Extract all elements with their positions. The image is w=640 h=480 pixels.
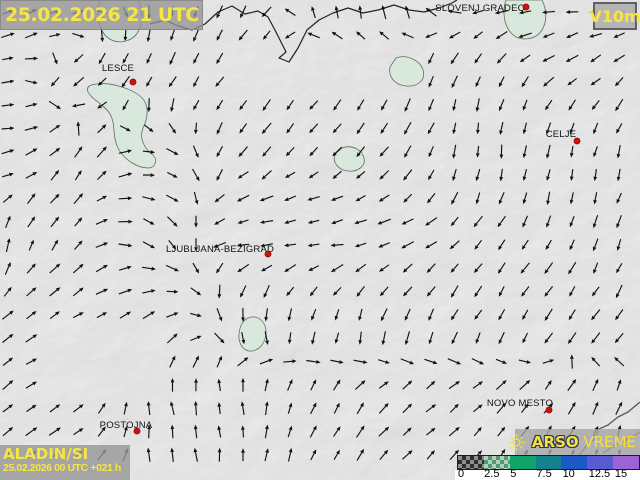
legend-tick: 15 xyxy=(614,468,628,480)
variable-box: V10m xyxy=(589,2,640,30)
city-dot xyxy=(522,3,530,11)
legend-segment xyxy=(613,456,640,469)
wind-speed-legend-bar xyxy=(457,455,640,470)
model-run-info: 25.02.2026 00 UTC +021 h xyxy=(3,462,121,474)
legend-tick: 12.5 xyxy=(588,468,611,480)
city-dot xyxy=(573,137,581,145)
valid-time-label: 25.02.2026 21 UTC xyxy=(5,4,199,26)
city-label: NOVO MESTO xyxy=(487,398,553,409)
arso-vreme-logo: ARSO VREME xyxy=(508,429,640,455)
model-name: ALADIN/SI xyxy=(3,445,89,463)
city-dot xyxy=(264,250,272,258)
sun-icon xyxy=(508,434,525,450)
legend-tick: 0 xyxy=(458,468,465,480)
legend-segment xyxy=(561,456,588,469)
legend-tick: 5 xyxy=(510,468,517,480)
city-label: SLOVENJ GRADEC xyxy=(435,3,524,14)
legend-tick: 2.5 xyxy=(484,468,500,480)
agency-name: ARSO xyxy=(531,433,579,451)
city-markers: LESCE SLOVENJ GRADEC CELJE LJUBLJANA-BEŽIGR… xyxy=(100,3,581,435)
legend-segment xyxy=(483,456,510,469)
valid-time-box: 25.02.2026 21 UTC xyxy=(0,0,203,30)
city-label: CELJE xyxy=(546,129,577,140)
legend-tick: 10 xyxy=(562,468,575,480)
legend-segment xyxy=(458,456,484,469)
legend-tick-labels: 0 2.5 5 7.5 10 12.5 15 xyxy=(455,468,640,480)
legend-segment xyxy=(587,456,614,469)
city-dot xyxy=(133,427,141,435)
legend-segment xyxy=(535,456,562,469)
product-name: VREME xyxy=(583,433,636,451)
city-label: POSTOJNA xyxy=(100,420,153,431)
city-label: LESCE xyxy=(102,63,134,74)
legend-tick: 7.5 xyxy=(536,468,552,480)
city-dot xyxy=(545,406,553,414)
variable-label: V10m xyxy=(589,6,640,26)
city-label: LJUBLJANA-BEŽIGRAD xyxy=(166,244,274,255)
legend-segment xyxy=(509,456,536,469)
city-dot xyxy=(129,78,137,86)
model-info-box: ALADIN/SI 25.02.2026 00 UTC +021 h xyxy=(0,445,130,480)
